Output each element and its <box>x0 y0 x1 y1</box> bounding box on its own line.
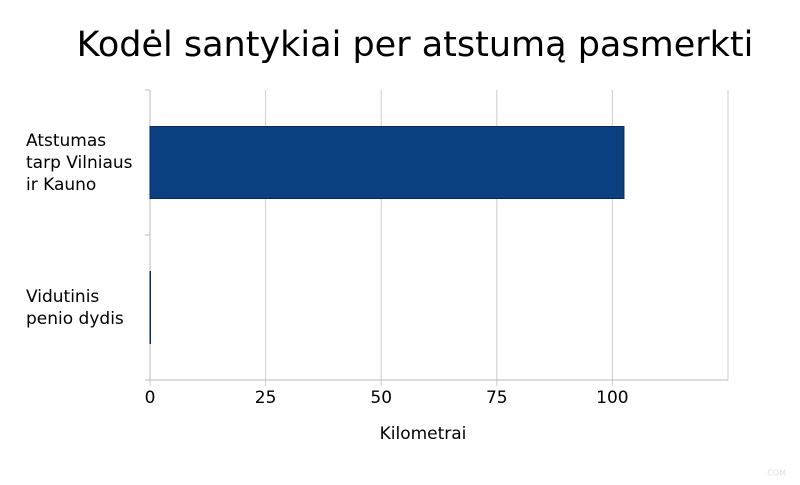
x-tick-label: 50 <box>370 388 392 408</box>
x-axis-label: Kilometrai <box>380 424 467 444</box>
y-tick-label: Vidutinis penio dydis <box>26 286 124 329</box>
y-tick-label: Atstumas tarp Vilniaus ir Kauno <box>26 130 133 195</box>
x-tick-label: 25 <box>255 388 277 408</box>
x-tick-label: 100 <box>596 388 628 408</box>
chart-title: Kodėl santykiai per atstumą pasmerkti <box>77 25 754 65</box>
x-tick-label: 75 <box>486 388 508 408</box>
x-tick-label: 0 <box>145 388 156 408</box>
bar <box>149 126 625 199</box>
bar <box>149 271 151 344</box>
watermark: .COM <box>765 469 786 478</box>
